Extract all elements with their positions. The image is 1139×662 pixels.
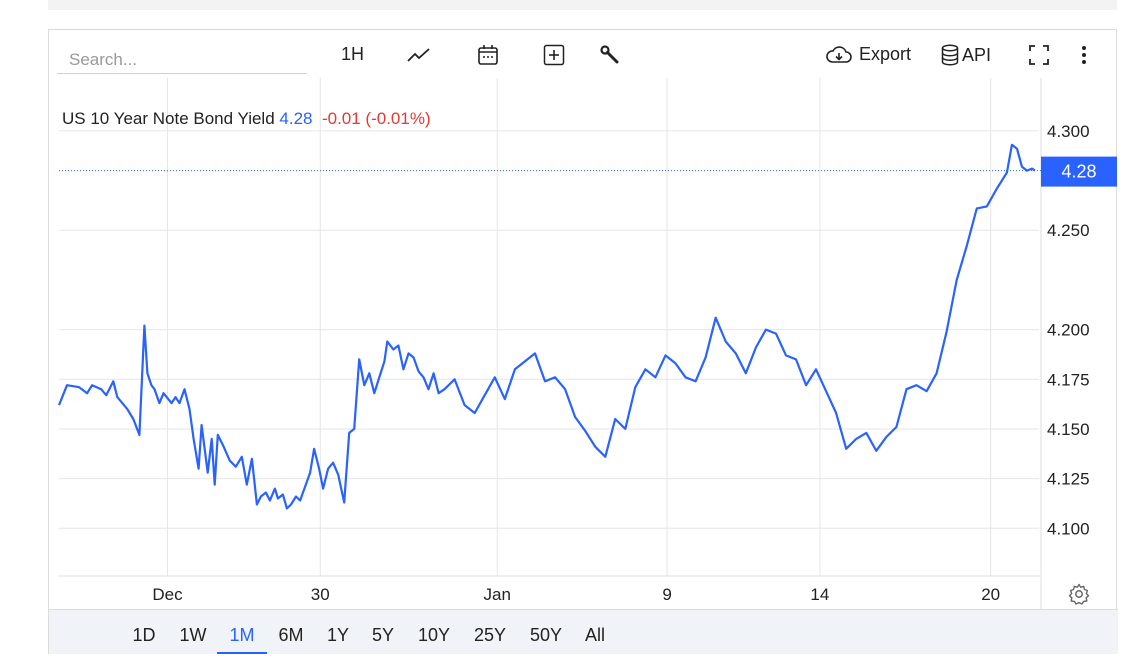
range-button-1d[interactable]: 1D: [132, 625, 156, 645]
y-tick-label: 4.175: [1047, 370, 1090, 389]
cloud-download-icon: [826, 45, 852, 63]
x-tick-label: 30: [311, 585, 330, 604]
y-tick-label: 4.200: [1047, 321, 1090, 340]
gear-icon[interactable]: [1067, 582, 1091, 606]
series-line: [57, 143, 1036, 510]
line-chart[interactable]: 4.100 4.125 4.150 4.175 4.200 4.250 4.300 Dec 30…: [49, 78, 1118, 609]
interval-label: 1H: [341, 44, 365, 64]
y-tick-label: 4.250: [1047, 221, 1090, 240]
chart-area[interactable]: 4.100 4.125 4.150 4.175 4.200 4.250 4.300 Dec 30…: [49, 78, 1118, 609]
range-button-10y[interactable]: 10Y: [417, 625, 451, 645]
fullscreen-icon[interactable]: [1026, 42, 1052, 68]
api-label: API: [962, 44, 992, 65]
interval-button[interactable]: 1H: [341, 44, 364, 65]
calendar-icon[interactable]: [475, 42, 501, 68]
range-button-25y[interactable]: 25Y: [473, 625, 507, 645]
y-tick-label: 4.300: [1047, 122, 1090, 141]
x-tick-label: 9: [662, 585, 671, 604]
range-button-50y[interactable]: 50Y: [529, 625, 563, 645]
x-tick-label: Dec: [152, 585, 183, 604]
y-tick-label: 4.100: [1047, 519, 1090, 538]
export-label: Export: [859, 44, 912, 64]
current-price-label: 4.28: [1061, 162, 1096, 182]
range-bar: 1D 1W 1M 6M 1Y 5Y 10Y 25Y 50Y All: [49, 609, 1118, 654]
export-button[interactable]: Export: [825, 44, 911, 65]
search-input[interactable]: [57, 46, 307, 74]
price-header: US 10 Year Note Bond Yield 4.28 -0.01 (-…: [62, 109, 431, 129]
add-indicator-icon[interactable]: [541, 42, 567, 68]
range-button-all[interactable]: All: [584, 625, 605, 645]
current-price-tag: [1041, 156, 1117, 187]
x-tick-label: Jan: [484, 585, 511, 604]
database-icon: [941, 44, 959, 66]
range-button-5y[interactable]: 5Y: [371, 625, 395, 645]
x-tick-label: 14: [810, 585, 829, 604]
range-button-1y[interactable]: 1Y: [326, 625, 350, 645]
top-strip: [48, 0, 1117, 10]
wrench-icon[interactable]: [597, 42, 623, 68]
range-button-1w[interactable]: 1W: [179, 625, 207, 645]
x-tick-label: 20: [981, 585, 1000, 604]
range-button-6m[interactable]: 6M: [278, 625, 304, 645]
instrument-name: US 10 Year Note Bond Yield: [62, 109, 275, 128]
chart-toolbar: 1H: [49, 30, 1116, 78]
y-tick-label: 4.125: [1047, 470, 1090, 489]
line-chart-icon[interactable]: [406, 42, 432, 68]
change-value: -0.01 (-0.01%): [321, 109, 431, 128]
api-button[interactable]: API: [940, 44, 991, 66]
y-tick-label: 4.150: [1047, 420, 1090, 439]
more-vertical-icon[interactable]: [1071, 42, 1097, 68]
range-button-1m[interactable]: 1M: [217, 610, 267, 654]
last-value: 4.28: [279, 109, 313, 128]
chart-widget: 1H: [48, 29, 1118, 654]
